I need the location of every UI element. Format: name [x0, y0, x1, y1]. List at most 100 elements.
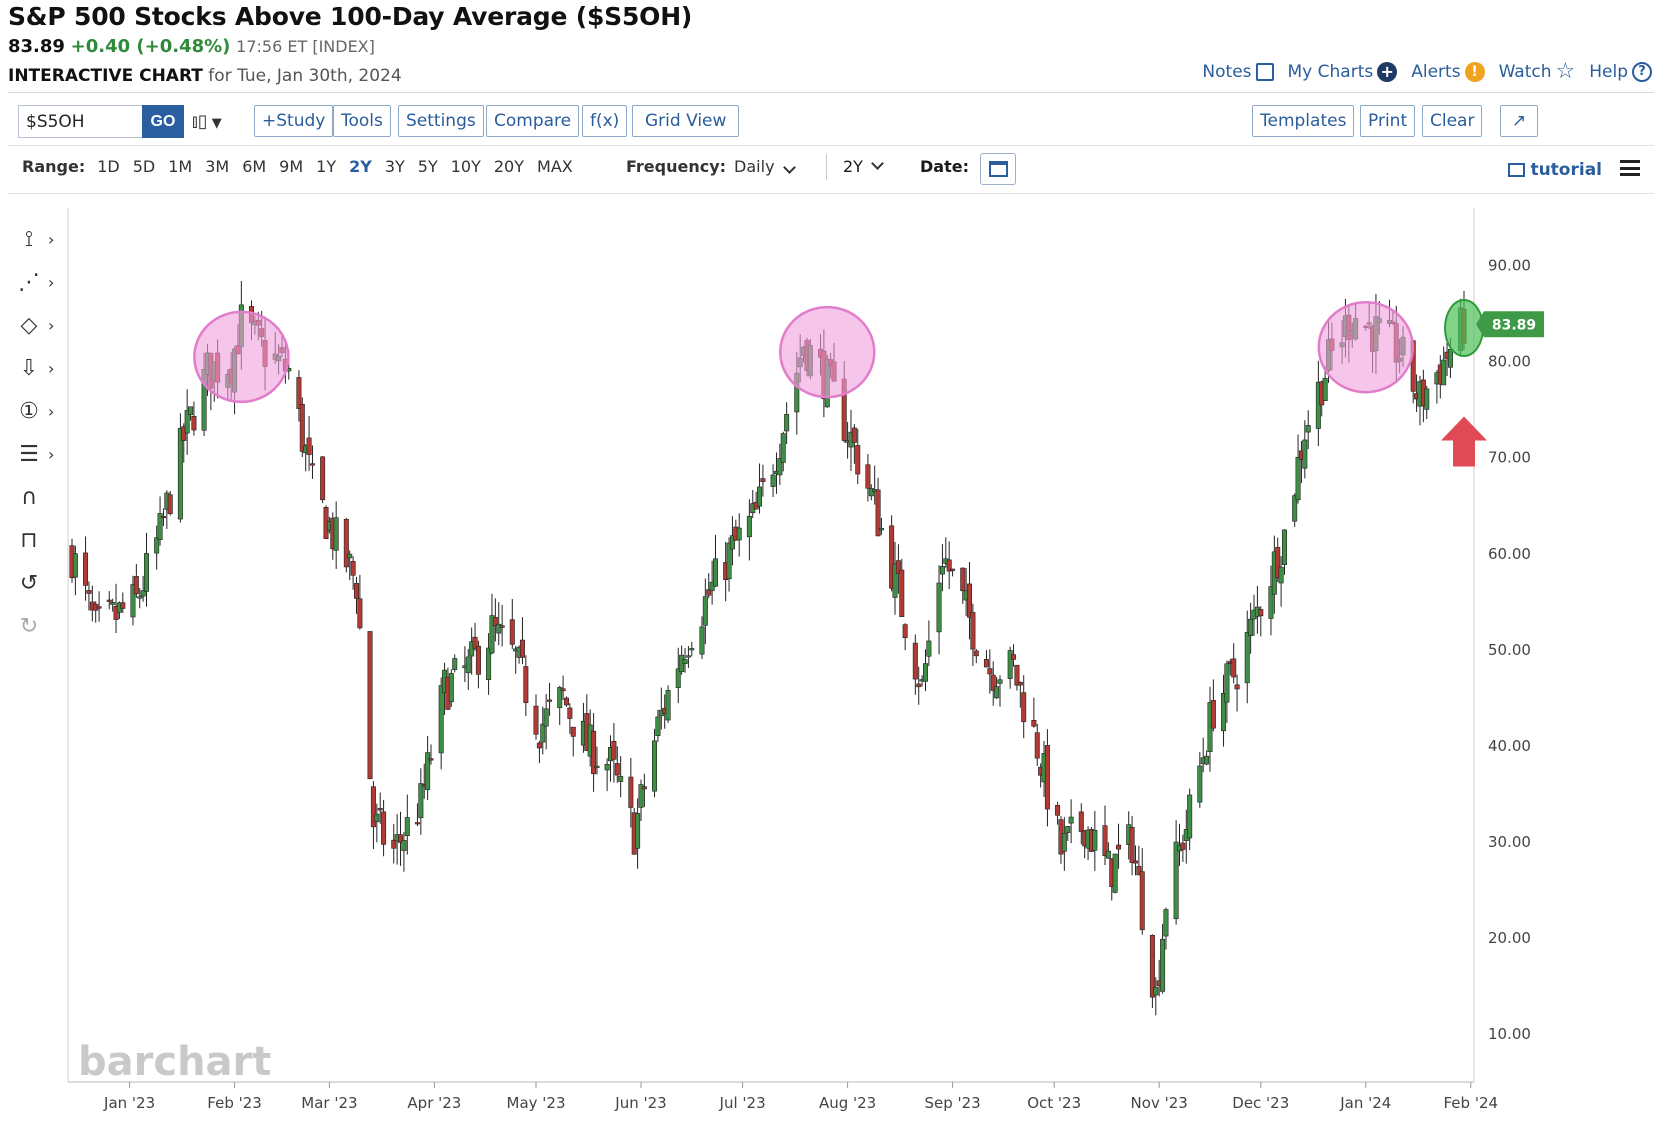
redo-tool[interactable]: ↻	[14, 605, 64, 648]
compare-button[interactable]: Compare	[486, 105, 580, 137]
alerts-label: Alerts	[1411, 62, 1461, 82]
candle-body	[374, 813, 380, 823]
alerts-link[interactable]: Alerts !	[1411, 62, 1485, 82]
period-select[interactable]: 2Y	[843, 150, 890, 182]
range-10y[interactable]: 10Y	[450, 156, 481, 176]
candle-body	[1105, 850, 1111, 859]
tools-button[interactable]: Tools	[333, 105, 391, 137]
trendline-tool[interactable]: ⋰ ›	[14, 261, 64, 304]
candle-body	[1034, 732, 1040, 759]
interactive-chart-label: INTERACTIVE CHART	[8, 66, 203, 86]
magnet-tool[interactable]: ∩	[14, 476, 64, 519]
period-value: 2Y	[843, 156, 863, 176]
x-tick-label: Nov '23	[1131, 1094, 1188, 1112]
candle-body	[939, 566, 945, 575]
templates-button[interactable]: Templates	[1252, 105, 1355, 137]
candle-body	[618, 776, 624, 782]
divider	[826, 154, 827, 180]
clear-button[interactable]: Clear	[1422, 105, 1483, 137]
x-tick-label: Feb '23	[207, 1094, 262, 1112]
candle-body	[1078, 811, 1084, 832]
candle-body	[519, 639, 525, 658]
menu-icon[interactable]	[1620, 160, 1640, 176]
grid-view-button[interactable]: Grid View	[632, 105, 740, 137]
tutorial-link[interactable]: tutorial	[1508, 160, 1602, 180]
y-tick-label: 80.00	[1488, 353, 1531, 371]
range-5y[interactable]: 5Y	[417, 156, 438, 176]
candle-body	[1031, 719, 1037, 727]
go-button[interactable]: GO	[142, 105, 184, 138]
candle-body	[1180, 842, 1186, 850]
notes-link[interactable]: Notes	[1202, 62, 1274, 82]
divider	[8, 92, 1654, 93]
candle-body	[895, 560, 901, 574]
notes-label: Notes	[1202, 62, 1252, 82]
shapes-tool[interactable]: ◇ ›	[14, 304, 64, 347]
counter-tool[interactable]: ① ›	[14, 390, 64, 433]
range-6m[interactable]: 6M	[242, 156, 267, 176]
candle-body	[628, 776, 634, 808]
candle-body	[452, 658, 458, 670]
crosshair-tool[interactable]: ⟟ ›	[14, 218, 64, 261]
range-max[interactable]: MAX	[537, 156, 573, 176]
range-3m[interactable]: 3M	[205, 156, 230, 176]
range-1m[interactable]: 1M	[168, 156, 193, 176]
undo-tool[interactable]: ↺	[14, 562, 64, 605]
candle-body	[113, 606, 119, 620]
candle-body	[1044, 745, 1050, 810]
settings-button[interactable]: Settings	[398, 105, 484, 137]
candle-body	[997, 679, 1003, 684]
candle-body	[140, 590, 146, 597]
candle-body	[1065, 826, 1071, 833]
watch-link[interactable]: Watch ☆	[1499, 61, 1576, 83]
candle-body	[320, 456, 326, 501]
candle-body	[1149, 934, 1155, 998]
range-2y[interactable]: 2Y	[349, 156, 372, 176]
candle-body	[177, 428, 183, 520]
candle-body	[110, 602, 116, 605]
symbol-input[interactable]	[18, 105, 142, 138]
fibonacci-tool[interactable]: ☰ ›	[14, 433, 64, 476]
candle-body	[296, 377, 302, 409]
quote-meta: 17:56 ET [INDEX]	[236, 37, 375, 56]
range-5d[interactable]: 5D	[132, 156, 156, 176]
date-label: Date:	[920, 156, 969, 176]
my-charts-link[interactable]: My Charts +	[1288, 62, 1398, 82]
study-button[interactable]: +Study	[254, 105, 334, 137]
candle-body	[448, 673, 454, 703]
candle-body	[1302, 439, 1308, 469]
arrow-tool[interactable]: ⇩ ›	[14, 347, 64, 390]
candle-body	[475, 645, 481, 675]
print-button[interactable]: Print	[1360, 105, 1416, 137]
y-tick-label: 30.00	[1488, 833, 1531, 851]
range-20y[interactable]: 20Y	[493, 156, 525, 176]
y-tick-label: 70.00	[1488, 449, 1531, 467]
candle-body	[899, 569, 905, 617]
candle-body	[851, 427, 857, 443]
expand-button[interactable]: ↗	[1500, 105, 1538, 137]
candle-body	[685, 655, 691, 658]
candle-body	[486, 647, 492, 680]
range-9m[interactable]: 9M	[279, 156, 304, 176]
candle-body	[191, 416, 197, 431]
candle-body	[1068, 816, 1074, 824]
last-price-label: 83.89	[1492, 317, 1536, 333]
candle-body	[157, 513, 163, 540]
candle-body	[1204, 755, 1210, 765]
candle-body	[347, 553, 353, 559]
range-3y[interactable]: 3Y	[384, 156, 405, 176]
date-picker-button[interactable]	[980, 153, 1016, 185]
lock-tool[interactable]: ⊓	[14, 519, 64, 562]
candle-body	[875, 489, 881, 537]
frequency-control: Frequency: Daily	[626, 150, 802, 182]
range-1y[interactable]: 1Y	[316, 156, 337, 176]
chart-type-dropdown[interactable]: ⫾▯ ▼	[192, 111, 222, 132]
fx-button[interactable]: f(x)	[582, 105, 628, 137]
y-tick-label: 90.00	[1488, 257, 1531, 275]
candle-body	[760, 478, 766, 482]
help-link[interactable]: Help ?	[1589, 62, 1652, 82]
last-price-badge	[1476, 311, 1544, 338]
frequency-select[interactable]: Daily	[734, 157, 801, 176]
range-1d[interactable]: 1D	[97, 156, 120, 176]
